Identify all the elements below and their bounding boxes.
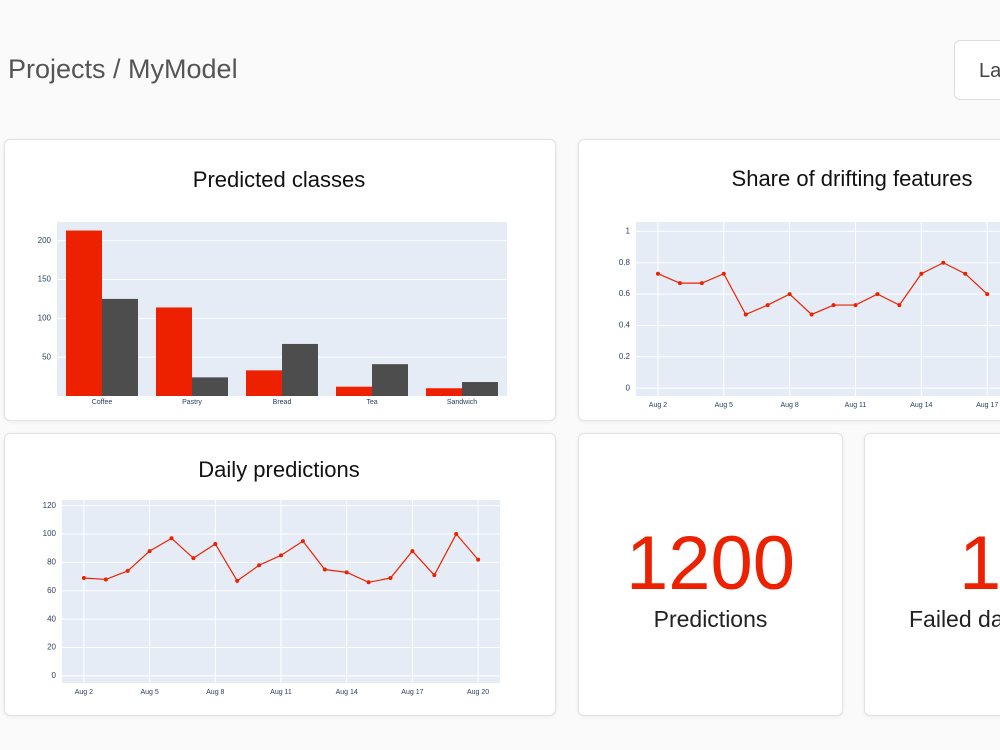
point	[81, 576, 86, 581]
y-tick-label: 120	[43, 501, 57, 510]
point	[366, 580, 371, 585]
y-tick-label: 60	[47, 586, 56, 595]
x-tick-label: Aug 17	[976, 402, 998, 409]
y-tick-label: 20	[47, 643, 56, 652]
x-tick-label: Aug 2	[75, 689, 93, 696]
point	[279, 553, 283, 558]
point	[454, 532, 459, 537]
stat-label: Failed da	[909, 606, 1000, 632]
x-tick-label: Aug 5	[140, 689, 158, 696]
y-tick-label: 1	[626, 227, 631, 236]
point	[985, 292, 990, 297]
y-tick-label: 0.6	[619, 289, 631, 298]
stat-card: 1 Failed da	[864, 433, 1000, 716]
x-tick-label: Aug 2	[649, 402, 667, 409]
stat-value: 1200	[625, 521, 796, 606]
chart-title: Daily predictions	[198, 457, 359, 482]
point	[191, 556, 196, 561]
y-tick-label: 80	[47, 558, 56, 567]
bar	[372, 364, 408, 396]
y-tick-label: 0.2	[619, 352, 631, 361]
point	[476, 557, 481, 562]
point	[410, 549, 415, 554]
point	[300, 539, 305, 544]
y-tick-label: 50	[42, 352, 51, 361]
x-tick-label: Coffee	[92, 399, 113, 406]
x-tick-label: Aug 20	[467, 689, 489, 696]
point	[787, 292, 792, 297]
chart-title: Predicted classes	[193, 167, 365, 192]
point	[169, 536, 174, 541]
bar	[192, 377, 228, 396]
x-tick-label: Aug 11	[845, 402, 867, 409]
x-tick-label: Aug 17	[401, 689, 423, 696]
point	[213, 541, 218, 546]
y-tick-label: 40	[47, 614, 56, 623]
y-tick-label: 150	[38, 275, 52, 284]
x-tick-label: Aug 8	[206, 689, 224, 696]
y-tick-label: 0	[626, 383, 631, 392]
x-tick-label: Aug 14	[336, 689, 358, 696]
bar	[426, 388, 462, 396]
point	[257, 563, 262, 568]
point	[809, 312, 814, 317]
point	[235, 578, 240, 583]
y-tick-label: 0.4	[619, 321, 631, 330]
stat-card: 1200 Predictions	[578, 433, 843, 716]
bar	[336, 386, 372, 396]
y-tick-label: 100	[38, 313, 52, 322]
bar	[246, 370, 282, 396]
bar	[66, 230, 102, 396]
x-tick-label: Aug 8	[781, 402, 799, 409]
chart-title: Share of drifting features	[732, 166, 973, 191]
stat-label: Predictions	[653, 606, 768, 632]
bar	[282, 343, 318, 396]
y-tick-label: 100	[43, 529, 57, 538]
bar	[102, 298, 138, 396]
bar	[156, 307, 192, 396]
button[interactable]: La	[954, 40, 1000, 100]
point	[103, 577, 108, 582]
point	[677, 281, 682, 286]
point	[125, 568, 130, 573]
x-tick-label: Aug 11	[270, 689, 292, 696]
point	[875, 292, 880, 297]
x-tick-label: Sandwich	[447, 399, 477, 406]
point	[765, 303, 770, 308]
bar	[462, 382, 498, 396]
y-tick-label: 200	[38, 236, 52, 245]
x-tick-label: Aug 14	[910, 402, 932, 409]
point	[344, 570, 349, 575]
point	[699, 281, 704, 286]
plot-area	[636, 222, 1000, 396]
y-tick-label: 0.8	[619, 258, 631, 267]
point	[147, 549, 152, 554]
x-tick-label: Tea	[366, 399, 377, 406]
point	[432, 573, 437, 578]
point	[655, 271, 660, 276]
point	[919, 271, 924, 276]
line	[657, 262, 988, 316]
point	[853, 303, 858, 308]
point	[322, 567, 327, 572]
point	[963, 271, 968, 276]
point	[743, 312, 748, 317]
point	[388, 576, 393, 581]
point	[831, 303, 836, 308]
x-tick-label: Pastry	[182, 399, 202, 406]
stat-value: 1	[959, 521, 1000, 606]
point	[721, 271, 726, 276]
x-tick-label: Aug 5	[715, 402, 733, 409]
page-title: Projects / MyModel	[8, 54, 238, 84]
x-tick-label: Bread	[273, 399, 292, 406]
point	[941, 260, 946, 265]
point	[897, 303, 902, 308]
y-tick-label: 0	[52, 671, 57, 680]
